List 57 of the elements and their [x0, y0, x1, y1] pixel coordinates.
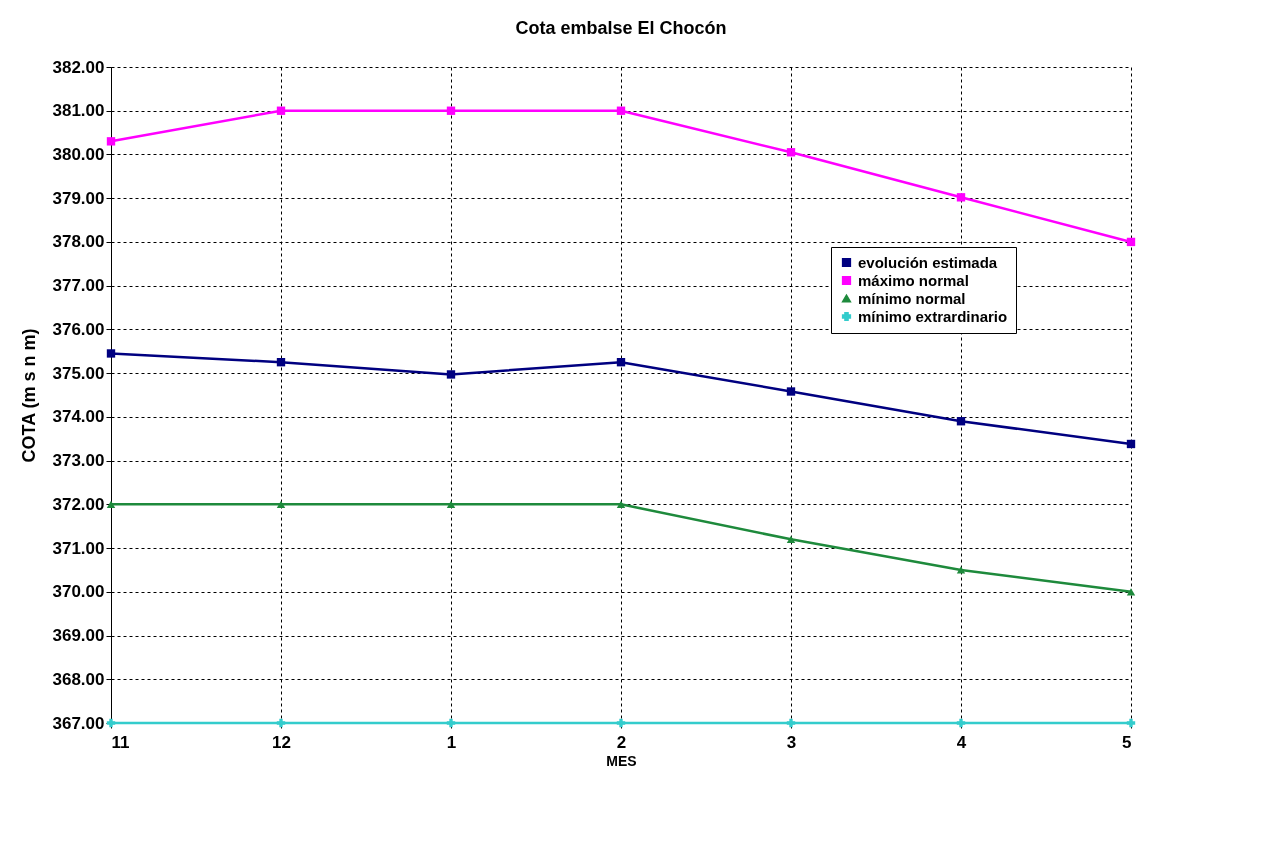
y-tick-label: 379.00: [52, 188, 105, 208]
y-tick-label: 382.00: [52, 57, 105, 77]
point: [616, 500, 626, 508]
point: [446, 500, 456, 508]
legend-label: máximo normal: [858, 271, 969, 289]
point: [1126, 439, 1136, 449]
y-tick-label: 378.00: [52, 232, 105, 252]
point: [276, 718, 286, 728]
point: [786, 718, 796, 728]
y-tick-label: 381.00: [52, 101, 105, 121]
y-tick-label: 368.00: [52, 669, 105, 689]
point: [956, 193, 966, 202]
x-tick-label: 1: [446, 732, 457, 752]
point: [276, 500, 286, 508]
x-tick-label: 12: [272, 732, 291, 752]
point: [786, 387, 796, 396]
point: [956, 417, 966, 426]
x-tick-label: 5: [1122, 732, 1132, 752]
x-tick-label: 2: [616, 732, 627, 752]
y-axis-title: COTA (m s n m): [18, 328, 39, 463]
point: [446, 370, 456, 379]
y-tick-label: 367.00: [52, 713, 105, 733]
y-tick-label: 370.00: [52, 582, 105, 602]
y-tick-label: 374.00: [52, 407, 105, 427]
y-tick-label: 371.00: [52, 538, 105, 558]
point: [616, 358, 626, 367]
y-tick-label: 372.00: [52, 494, 105, 514]
point: [446, 106, 456, 115]
point: [956, 718, 966, 728]
point: [1126, 588, 1136, 596]
x-axis-title: MES: [606, 752, 637, 769]
point: [106, 349, 116, 358]
point: [276, 358, 286, 367]
y-tick-label: 380.00: [52, 144, 105, 164]
point: [106, 500, 116, 508]
legend-label: mínimo extrardinario: [858, 307, 1008, 325]
point: [276, 106, 286, 115]
y-tick-label: 377.00: [52, 276, 105, 296]
x-tick-label: 4: [956, 732, 967, 752]
y-tick-label: 373.00: [52, 451, 105, 471]
point: [446, 718, 456, 728]
point: [956, 566, 966, 574]
chart-title: Cota embalse El Chocón: [515, 18, 727, 38]
x-tick-label: 3: [786, 732, 797, 752]
y-tick-label: 375.00: [52, 363, 105, 383]
point: [1126, 718, 1136, 728]
point: [786, 535, 796, 543]
point: [106, 137, 116, 146]
point: [1126, 237, 1136, 247]
point: [616, 718, 626, 728]
legend-label: mínimo normal: [858, 289, 966, 307]
y-tick-label: 376.00: [52, 319, 105, 339]
point: [786, 148, 796, 157]
y-tick-label: 369.00: [52, 626, 105, 646]
legend-label: evolución estimada: [858, 253, 998, 271]
point: [616, 106, 626, 115]
x-tick-label: 11: [111, 732, 130, 752]
